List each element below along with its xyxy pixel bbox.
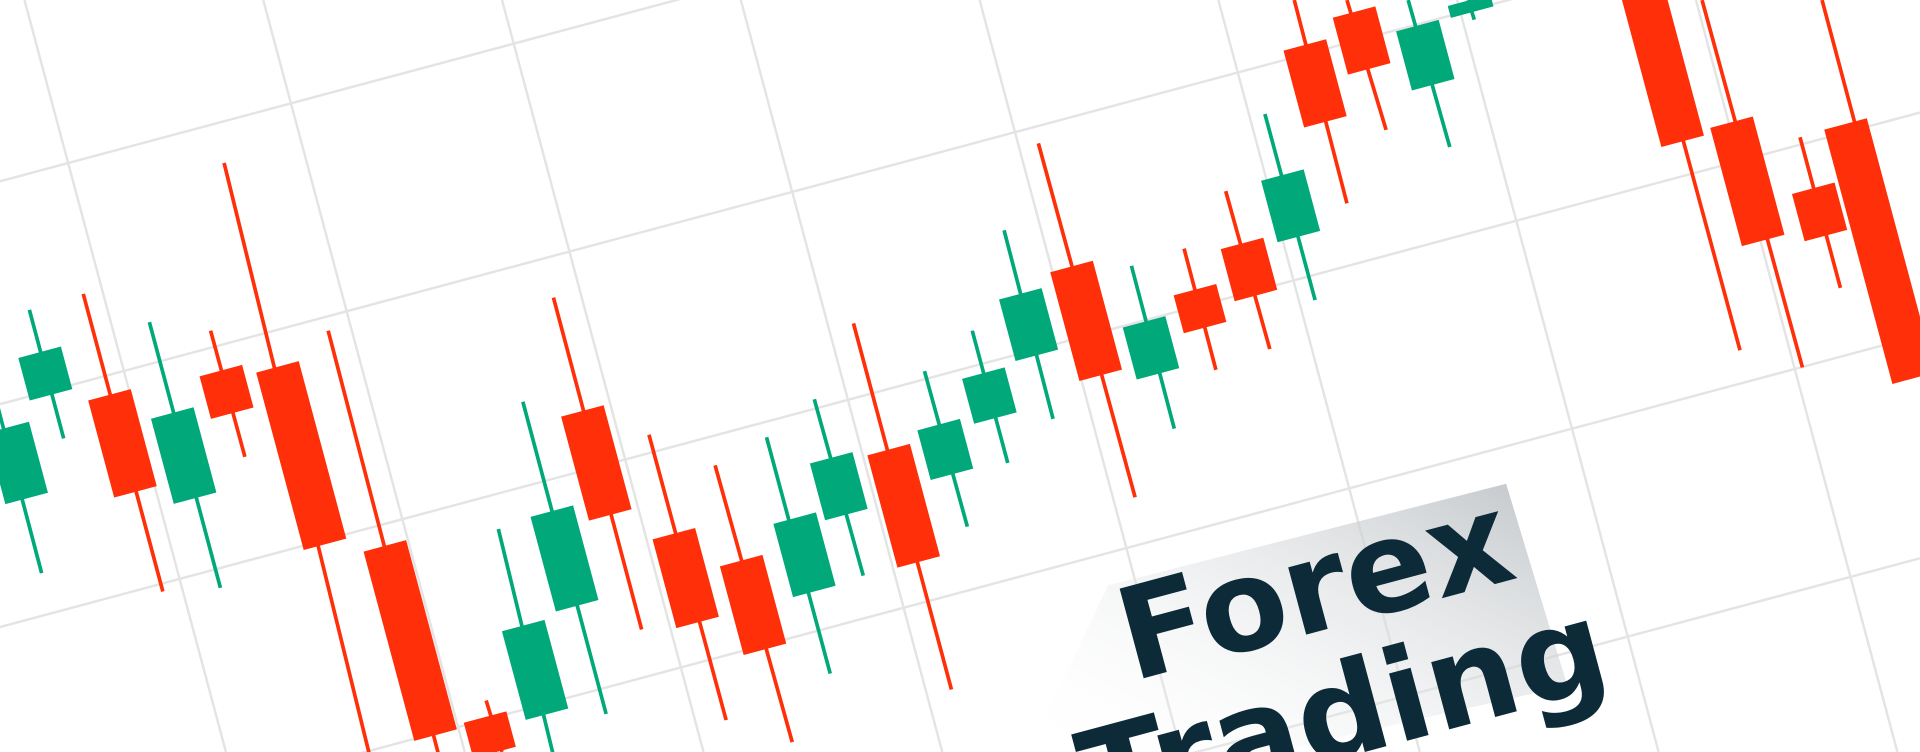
body (18, 346, 73, 401)
candlestick (962, 330, 1017, 464)
grid-line (1694, 0, 1899, 752)
candlestick (1791, 136, 1848, 289)
grid-line (23, 0, 228, 752)
body (809, 452, 868, 521)
body (363, 540, 457, 741)
body (867, 443, 941, 568)
candlestick (81, 293, 165, 592)
body (962, 367, 1017, 424)
body (1791, 182, 1848, 242)
candlestick (326, 330, 457, 752)
body (1710, 116, 1785, 247)
grid-line (0, 0, 682, 183)
candlestick (1220, 190, 1278, 350)
candlestick (1036, 142, 1137, 498)
body (1220, 237, 1278, 302)
candlestick (1621, 0, 1742, 351)
candlestick (551, 297, 644, 630)
candlestick (463, 699, 516, 752)
body (530, 505, 599, 612)
grid-line (500, 0, 705, 752)
body (88, 389, 157, 498)
body (561, 405, 632, 521)
grid-line (360, 334, 1920, 752)
candlestick (1173, 248, 1227, 371)
candlestick (18, 309, 73, 439)
body (0, 421, 48, 505)
candlestick (1447, 0, 1494, 21)
candlestick (521, 401, 608, 715)
body (652, 527, 719, 629)
candlestick (764, 436, 836, 675)
body (1447, 0, 1494, 18)
candlestick (1700, 0, 1805, 368)
candlestick (1283, 0, 1349, 204)
body (150, 407, 217, 504)
body (999, 288, 1059, 362)
body (719, 554, 787, 656)
body (463, 711, 516, 752)
candlestick (713, 464, 795, 743)
candlestick (1332, 0, 1391, 131)
grid-line (1192, 557, 1920, 752)
grid-line (262, 0, 466, 752)
candlestick (1261, 113, 1321, 301)
body (1261, 169, 1321, 243)
candlestick (0, 407, 48, 574)
body (256, 361, 347, 551)
body (199, 364, 254, 419)
candlestick (147, 321, 223, 589)
candlestick (917, 370, 974, 528)
body (917, 418, 974, 481)
candlestick (1122, 265, 1180, 430)
grid-line (1455, 0, 1660, 752)
text-shadow (1028, 483, 1568, 752)
body (1122, 316, 1180, 380)
candlestick (199, 330, 254, 458)
body (1050, 260, 1122, 382)
body (1621, 0, 1704, 148)
candlestick (809, 398, 868, 577)
candlestick (1820, 0, 1920, 384)
body (1824, 118, 1920, 384)
body (1283, 39, 1347, 128)
candlestick (851, 322, 954, 690)
body (1173, 284, 1227, 334)
candlestick (647, 434, 728, 721)
body (1332, 6, 1391, 75)
candlestick (999, 229, 1059, 420)
body (1396, 19, 1455, 91)
candlestick (1396, 0, 1455, 148)
grid-line (739, 0, 944, 752)
candlestick (222, 162, 371, 752)
grid-line (0, 0, 1514, 406)
body (773, 512, 836, 598)
body (501, 619, 569, 720)
